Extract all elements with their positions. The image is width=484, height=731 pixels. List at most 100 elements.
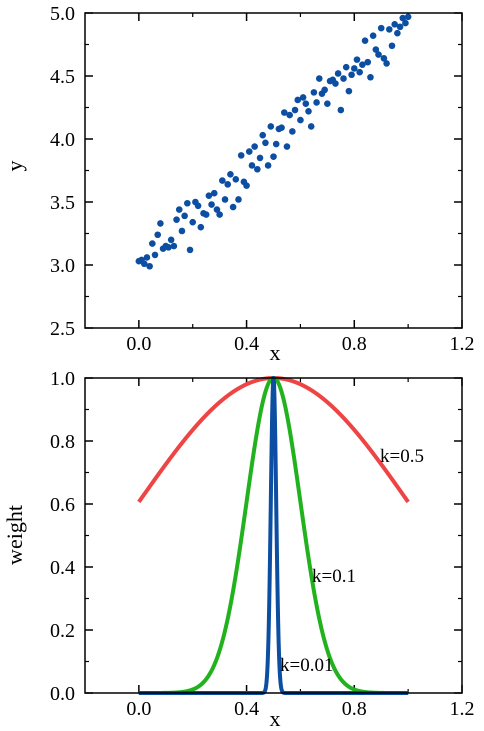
scatter-x-tick-label: 0.4 xyxy=(234,333,259,355)
scatter-point xyxy=(259,131,267,139)
weight-ticks: 0.0 0.4 0.8 1.2 0.0 0.2 0.4 0.6 0.8 1.0 xyxy=(50,368,475,720)
scatter-point xyxy=(313,99,320,106)
label-k-0.1: k=0.1 xyxy=(312,566,356,587)
scatter-point xyxy=(364,58,372,66)
scatter-point xyxy=(189,218,197,226)
scatter-point xyxy=(391,21,398,28)
scatter-y-tick-label: 3.5 xyxy=(50,192,75,214)
scatter-y-tick-label: 3.0 xyxy=(50,255,75,277)
scatter-point xyxy=(369,32,377,39)
scatter-point xyxy=(165,244,172,251)
scatter-point xyxy=(399,14,407,22)
scatter-point xyxy=(181,212,188,220)
scatter-point xyxy=(334,70,342,77)
weight-y-axis-title: weight xyxy=(2,505,27,565)
scatter-x-tick-label: 1.2 xyxy=(450,333,475,355)
scatter-point xyxy=(367,73,374,81)
scatter-point xyxy=(251,143,258,150)
scatter-point xyxy=(321,86,328,94)
scatter-point xyxy=(388,42,396,50)
scatter-point xyxy=(227,170,234,178)
scatter-y-tick-label: 4.0 xyxy=(50,129,75,151)
scatter-point xyxy=(175,206,183,213)
scatter-x-axis-title: x xyxy=(270,340,281,365)
scatter-point xyxy=(237,152,245,159)
scatter-point xyxy=(205,192,213,199)
scatter-x-tick-label: 0.0 xyxy=(126,333,151,355)
scatter-point xyxy=(305,107,312,115)
scatter-point xyxy=(404,13,412,21)
scatter-point xyxy=(264,162,272,169)
scatter-point xyxy=(297,116,304,124)
scatter-point xyxy=(342,63,350,71)
scatter-point xyxy=(286,111,293,119)
scatter-point xyxy=(324,100,331,108)
scatter-point xyxy=(307,123,315,130)
scatter-point xyxy=(235,196,242,203)
weight-x-tick-label: 0.4 xyxy=(234,698,259,720)
scatter-point xyxy=(340,75,347,82)
scatter-point xyxy=(356,68,363,76)
scatter-point xyxy=(186,246,194,254)
scatter-point xyxy=(219,177,226,184)
scatter-point xyxy=(359,61,366,68)
scatter-point xyxy=(154,231,162,239)
scatter-point xyxy=(315,75,323,82)
weight-lines xyxy=(137,376,410,695)
weight-y-tick-label: 0.6 xyxy=(50,494,75,516)
scatter-point xyxy=(208,201,215,208)
weight-x-tick-label: 0.0 xyxy=(126,698,151,720)
weight-x-axis-title: x xyxy=(270,706,281,731)
scatter-point xyxy=(302,100,310,108)
weight-x-tick-label: 0.8 xyxy=(342,698,367,720)
scatter-y-tick-label: 2.5 xyxy=(50,318,75,340)
scatter-point xyxy=(248,162,256,169)
scatter-point xyxy=(332,80,339,87)
scatter-point xyxy=(262,139,269,147)
scatter-point xyxy=(256,154,264,162)
weight-y-tick-label: 0.0 xyxy=(50,683,75,705)
scatter-y-tick-label: 4.5 xyxy=(50,66,75,88)
scatter-point xyxy=(146,262,153,270)
scatter-point xyxy=(178,227,186,235)
scatter-point xyxy=(197,223,205,231)
scatter-point xyxy=(216,211,223,218)
label-k-0.01: k=0.01 xyxy=(280,655,333,676)
scatter-point xyxy=(294,96,302,104)
scatter-ticks: 0.0 0.4 0.8 1.2 2.5 3.0 3.5 4.0 4.5 5.0 xyxy=(50,3,475,355)
label-k-0.5: k=0.5 xyxy=(380,446,424,467)
weight-x-tick-label: 1.2 xyxy=(450,698,475,720)
scatter-point xyxy=(210,189,218,197)
scatter-point xyxy=(350,65,358,72)
scatter-point xyxy=(170,242,178,250)
scatter-point xyxy=(232,176,240,183)
weight-curve-k=0.01 xyxy=(137,376,410,695)
weight-y-tick-label: 0.4 xyxy=(50,557,75,579)
scatter-point xyxy=(194,202,202,210)
scatter-point xyxy=(385,26,393,33)
scatter-point xyxy=(267,123,275,130)
scatter-point xyxy=(224,181,232,188)
scatter-point xyxy=(151,251,159,259)
scatter-point xyxy=(396,23,404,31)
scatter-point xyxy=(221,196,229,203)
scatter-y-axis-title: y xyxy=(2,161,27,172)
scatter-point xyxy=(283,143,291,150)
scatter-point xyxy=(213,206,221,213)
scatter-point xyxy=(243,182,250,189)
scatter-point xyxy=(299,94,307,101)
weight-y-tick-label: 0.8 xyxy=(50,431,75,453)
scatter-point xyxy=(254,165,261,173)
scatter-point xyxy=(202,211,210,218)
scatter-plot-frame xyxy=(84,12,463,329)
scatter-point xyxy=(184,199,191,207)
scatter-point xyxy=(289,128,296,135)
scatter-point xyxy=(377,24,385,32)
scatter-y-tick-label: 5.0 xyxy=(50,3,75,25)
scatter-x-tick-label: 0.8 xyxy=(342,333,367,355)
scatter-points xyxy=(135,13,412,270)
weight-panel: weight x 0.0 0.4 0.8 1.20.00.20.40.60.81.0 … xyxy=(2,368,475,731)
weight-y-tick-label: 1.0 xyxy=(50,368,75,390)
scatter-point xyxy=(149,240,156,247)
